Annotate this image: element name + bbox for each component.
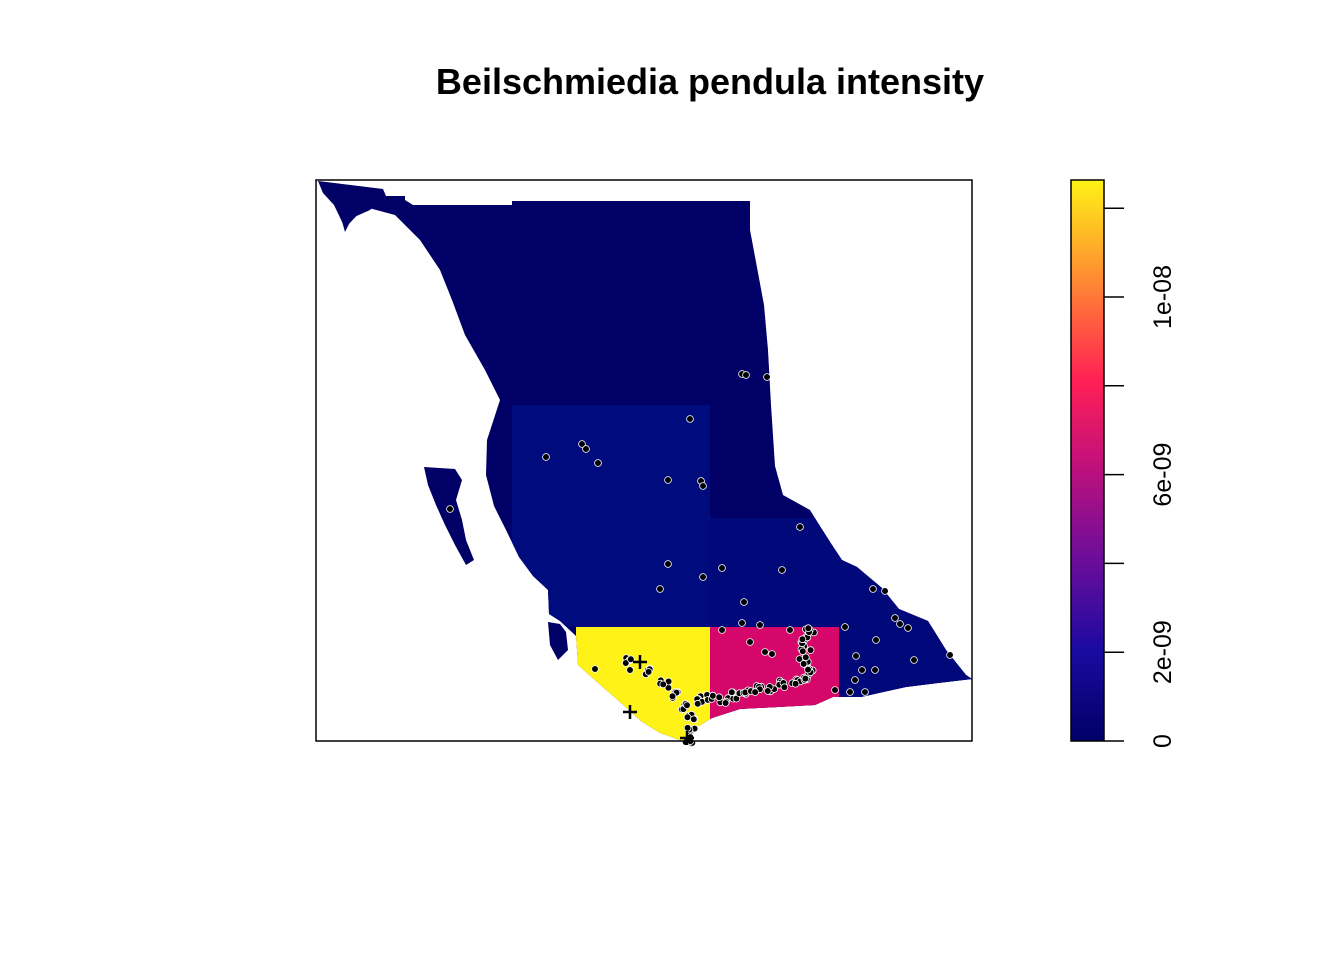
observation-point bbox=[904, 624, 912, 632]
observation-point bbox=[804, 665, 812, 674]
intensity-region-far-east bbox=[839, 627, 972, 743]
observation-point bbox=[846, 688, 854, 696]
observation-point bbox=[751, 688, 759, 696]
observation-point bbox=[578, 440, 586, 448]
intensity-region-north-east bbox=[512, 405, 710, 627]
legend-colorbar bbox=[1070, 179, 1105, 742]
observation-point bbox=[699, 573, 707, 581]
observation-point bbox=[689, 715, 698, 723]
observation-point bbox=[841, 623, 849, 631]
plot-frame bbox=[315, 179, 973, 742]
observation-points bbox=[446, 370, 954, 748]
observation-point bbox=[621, 659, 630, 667]
observation-point bbox=[742, 371, 750, 379]
observation-point bbox=[761, 648, 769, 656]
observation-point bbox=[896, 620, 904, 628]
observation-point bbox=[626, 666, 634, 674]
observation-point bbox=[852, 652, 860, 660]
island-haida-gwaii bbox=[424, 467, 474, 565]
observation-point bbox=[699, 482, 707, 490]
observation-point bbox=[871, 666, 879, 674]
legend-tick-label: 2e-09 bbox=[1149, 620, 1177, 684]
island-coastal bbox=[548, 622, 568, 660]
observation-point bbox=[659, 680, 667, 689]
observation-point bbox=[656, 585, 664, 593]
observation-point bbox=[881, 587, 889, 595]
observation-point bbox=[791, 679, 800, 688]
observation-point bbox=[869, 585, 877, 593]
observation-point bbox=[872, 636, 880, 644]
observation-point bbox=[683, 724, 692, 732]
observation-point bbox=[796, 523, 804, 531]
observation-point bbox=[786, 626, 794, 634]
observation-point bbox=[768, 650, 776, 658]
observation-point bbox=[801, 653, 810, 662]
observation-point bbox=[664, 476, 672, 484]
observation-point bbox=[804, 624, 813, 632]
observation-point bbox=[591, 665, 599, 673]
observation-point bbox=[718, 626, 726, 634]
chart-title: Beilschmiedia pendula intensity bbox=[436, 61, 984, 102]
observation-point bbox=[946, 651, 954, 659]
observation-point bbox=[763, 373, 771, 381]
observation-point bbox=[582, 445, 590, 453]
observation-point bbox=[718, 564, 726, 572]
observation-point bbox=[644, 668, 653, 676]
observation-point bbox=[851, 676, 859, 684]
observation-point bbox=[594, 459, 602, 467]
observation-marker bbox=[633, 655, 647, 669]
observation-point bbox=[861, 688, 869, 696]
observation-marker bbox=[680, 731, 694, 745]
observation-point bbox=[740, 598, 748, 606]
observation-point bbox=[763, 687, 772, 695]
observation-point bbox=[798, 647, 807, 656]
observation-point bbox=[910, 656, 918, 664]
observation-marker bbox=[623, 705, 637, 719]
observation-point bbox=[858, 666, 866, 674]
observation-point bbox=[683, 713, 692, 722]
observation-point bbox=[686, 415, 694, 423]
observation-point bbox=[721, 699, 730, 707]
coastal-islands bbox=[340, 185, 568, 660]
observation-point bbox=[664, 560, 672, 568]
intensity-legend: 0 2e-09 6e-09 1e-08 bbox=[1070, 179, 1177, 748]
observation-point bbox=[668, 692, 677, 700]
observation-point bbox=[891, 614, 899, 622]
observation-point bbox=[709, 691, 717, 700]
observation-point bbox=[806, 646, 815, 654]
observation-point bbox=[693, 699, 702, 708]
observation-point bbox=[801, 674, 810, 683]
legend-tick-label: 0 bbox=[1149, 734, 1177, 748]
observation-point bbox=[756, 621, 764, 629]
observation-point bbox=[446, 505, 454, 513]
legend-tick-label: 6e-09 bbox=[1149, 443, 1177, 507]
legend-tick-label: 1e-08 bbox=[1149, 265, 1177, 329]
observation-point bbox=[780, 683, 789, 691]
observation-point bbox=[542, 453, 550, 461]
island-north-coast bbox=[340, 185, 380, 232]
observation-point bbox=[746, 638, 754, 646]
observation-point bbox=[778, 566, 786, 574]
observation-point bbox=[738, 619, 746, 627]
observation-point bbox=[683, 701, 691, 709]
legend-ticks: 0 2e-09 6e-09 1e-08 bbox=[1104, 207, 1177, 748]
observation-point bbox=[627, 655, 635, 664]
observation-point bbox=[831, 686, 839, 694]
observation-point bbox=[727, 688, 736, 696]
observation-point bbox=[798, 635, 807, 644]
observation-point bbox=[799, 660, 808, 668]
observation-point bbox=[715, 693, 723, 701]
